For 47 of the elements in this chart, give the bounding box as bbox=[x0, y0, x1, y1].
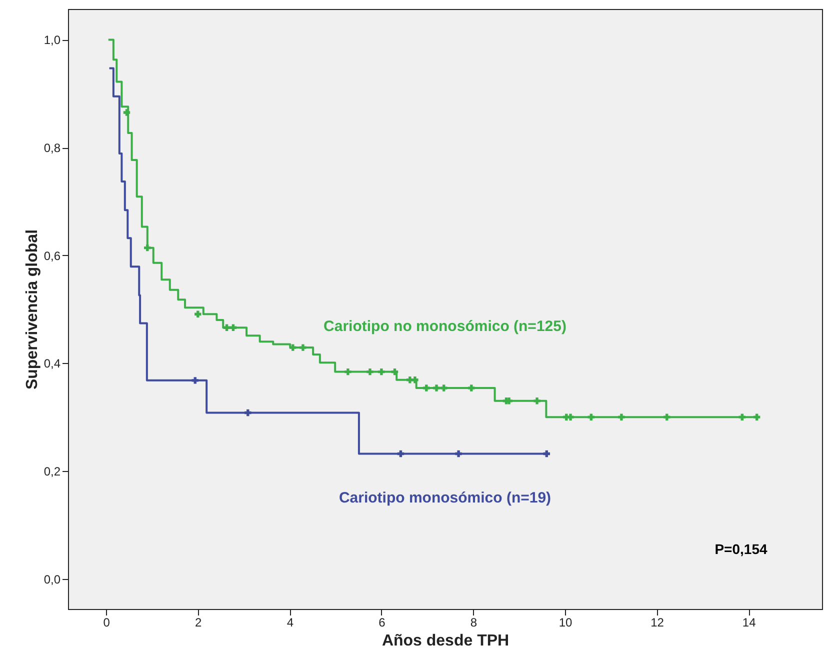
point bbox=[423, 384, 430, 392]
point bbox=[753, 414, 760, 420]
point bbox=[223, 324, 230, 331]
x-tick-label: 4 bbox=[286, 616, 294, 630]
x-tick-label: 14 bbox=[742, 616, 756, 630]
y-tick-label: 0,2 bbox=[44, 464, 61, 478]
point bbox=[468, 384, 475, 392]
y-tick-label: 0,8 bbox=[44, 141, 61, 156]
annotation: P=0,154 bbox=[714, 541, 768, 557]
x-tick-label: 6 bbox=[378, 616, 386, 630]
point bbox=[455, 450, 462, 458]
point bbox=[618, 414, 625, 420]
point bbox=[144, 244, 151, 252]
point bbox=[412, 376, 418, 384]
text: Cariotipo monosómico (n=19) bbox=[338, 490, 552, 507]
point bbox=[123, 109, 130, 116]
point bbox=[433, 384, 440, 392]
y-tick-label: 0,4 bbox=[44, 356, 61, 371]
point bbox=[194, 310, 202, 318]
x-axis-title: Años desde TPH bbox=[382, 632, 510, 650]
x-tick-label: 8 bbox=[470, 616, 478, 630]
y-axis-title: Supervivencia global bbox=[24, 229, 41, 390]
point bbox=[738, 414, 746, 420]
point bbox=[244, 409, 252, 416]
point bbox=[567, 414, 574, 420]
point bbox=[344, 368, 352, 376]
series-label: Cariotipo no monosómico (n=125) bbox=[324, 318, 566, 335]
point bbox=[664, 414, 670, 420]
x-tick-label: 0 bbox=[103, 616, 110, 630]
point bbox=[534, 398, 540, 404]
x-tick-label: 2 bbox=[195, 616, 202, 630]
y-tick-label: 0,0 bbox=[44, 572, 61, 586]
point bbox=[192, 377, 198, 384]
y-tick-label: 1,0 bbox=[44, 33, 61, 48]
point bbox=[378, 368, 385, 376]
y-tick-label: 0,6 bbox=[44, 248, 61, 263]
point bbox=[391, 368, 398, 376]
point bbox=[290, 344, 296, 351]
point bbox=[366, 368, 374, 376]
x-tick-label: 10 bbox=[558, 616, 572, 630]
point bbox=[300, 344, 306, 351]
point bbox=[588, 414, 595, 420]
point bbox=[440, 384, 448, 392]
point bbox=[230, 324, 237, 331]
point bbox=[397, 450, 404, 458]
x-tick-label: 12 bbox=[650, 616, 664, 630]
point bbox=[543, 450, 550, 458]
